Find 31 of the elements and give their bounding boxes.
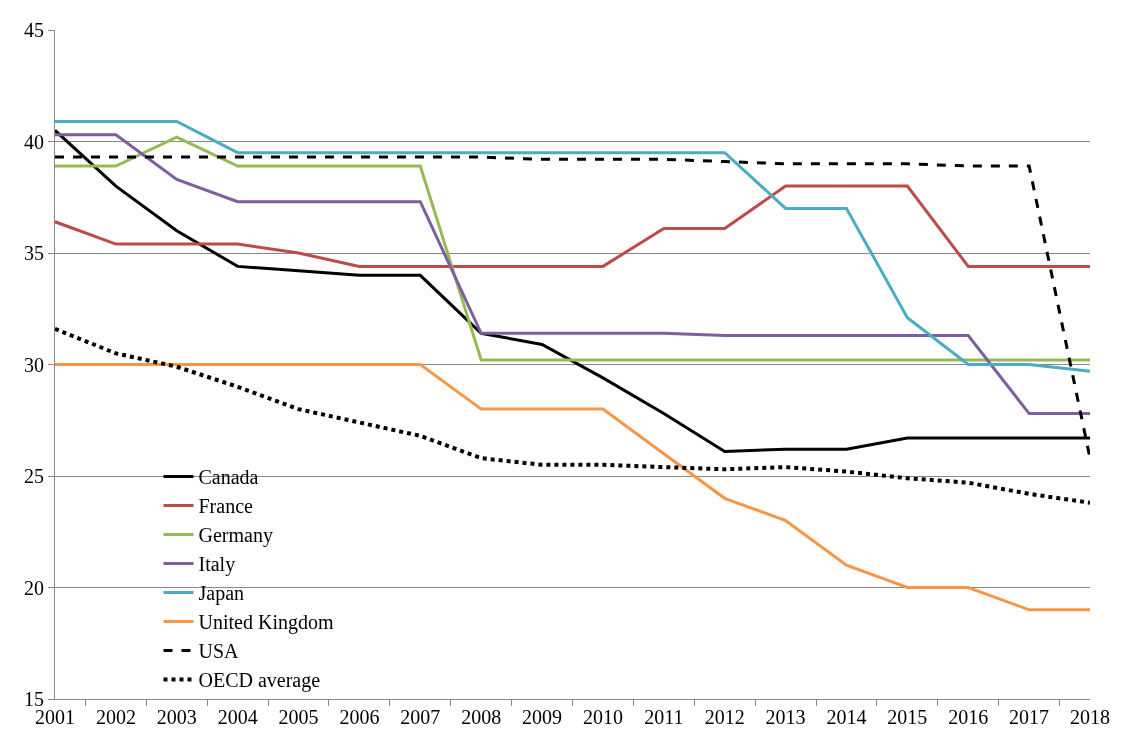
legend-label: USA [198, 640, 240, 663]
x-tick-label: 2013 [765, 706, 806, 728]
x-tick-label: 2009 [522, 706, 563, 728]
x-tick-label: 2015 [887, 706, 928, 728]
x-tick-label: 2017 [1009, 706, 1050, 728]
x-tick-label: 2004 [217, 706, 258, 728]
y-tick-label: 25 [24, 465, 44, 487]
legend-label: OECD average [198, 669, 321, 693]
y-tick-label: 45 [24, 19, 44, 41]
legend-label: Canada [198, 466, 259, 489]
x-tick-label: 2018 [1070, 706, 1110, 728]
y-tick-label: 30 [24, 353, 44, 376]
x-tick-label: 2010 [582, 706, 623, 728]
x-tick-label: 2014 [826, 706, 867, 728]
legend-label: United Kingdom [198, 611, 334, 635]
y-tick-label: 20 [24, 576, 44, 599]
x-tick-label: 2008 [461, 706, 502, 728]
y-tick-label: 40 [24, 130, 44, 153]
x-tick-label: 2007 [400, 706, 441, 728]
x-tick-label: 2002 [95, 706, 136, 728]
legend-label: France [198, 495, 254, 518]
x-tick-label: 2006 [339, 706, 380, 728]
legend-label: Germany [198, 524, 273, 548]
x-tick-label: 2012 [704, 706, 745, 728]
legend-label: Japan [198, 582, 245, 606]
x-tick-label: 2005 [278, 706, 319, 728]
legend-label: Italy [198, 553, 236, 577]
x-tick-label: 2003 [156, 706, 197, 728]
y-tick-label: 35 [24, 242, 44, 264]
x-tick-label: 2011 [644, 706, 684, 728]
x-tick-label: 2016 [948, 706, 989, 728]
